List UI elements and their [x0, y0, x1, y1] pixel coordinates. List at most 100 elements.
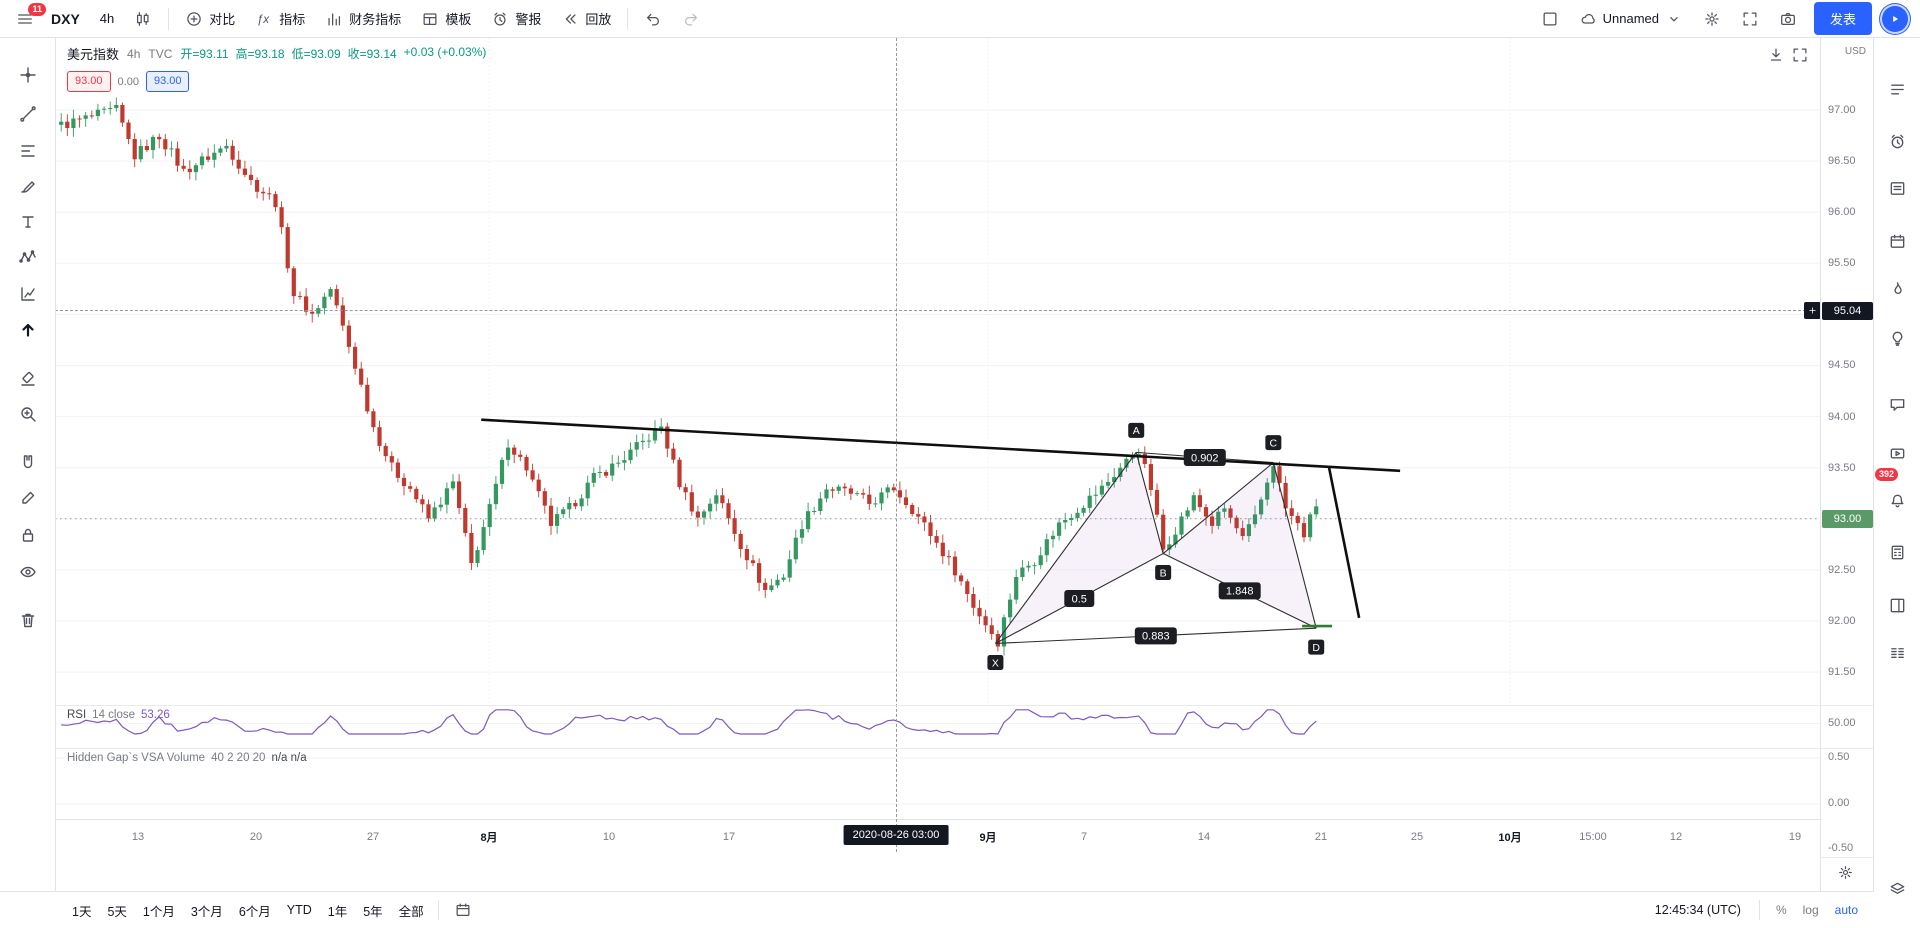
- pattern-point-label[interactable]: X: [987, 654, 1004, 670]
- axis-divider: [1821, 705, 1874, 706]
- chart-style-button[interactable]: [125, 5, 161, 33]
- xabcd-pattern-tool-button[interactable]: [11, 242, 45, 272]
- pattern-point-label[interactable]: D: [1308, 639, 1325, 655]
- zoom-in-tool-button[interactable]: [11, 399, 45, 429]
- text-tool-button[interactable]: [11, 207, 45, 237]
- rsi-params: 14 close: [92, 709, 136, 721]
- add-alert-plus-button[interactable]: [1804, 302, 1821, 319]
- fib-retracement-tool-button[interactable]: [11, 136, 45, 166]
- legend-exchange: TVC: [148, 46, 173, 61]
- range-button[interactable]: 5年: [355, 896, 390, 925]
- drawing-mode-button[interactable]: [11, 483, 45, 513]
- watchlist-panel-button[interactable]: [1880, 73, 1914, 105]
- indicators-button[interactable]: ƒx 指标: [246, 4, 314, 33]
- range-button[interactable]: 3个月: [183, 896, 231, 925]
- ohlc-open: 开=93.11: [180, 47, 229, 61]
- right-sidebar: 392: [1873, 38, 1920, 928]
- redo-button[interactable]: [673, 5, 709, 33]
- ideas-panel-button[interactable]: [1880, 322, 1914, 354]
- main-menu-button[interactable]: 11: [10, 2, 46, 34]
- fundamentals-button[interactable]: 财务指标: [316, 4, 410, 33]
- calendar-panel-button[interactable]: [1880, 225, 1914, 257]
- pattern-ratio-label[interactable]: 0.902: [1183, 448, 1226, 466]
- pattern-ratio-label[interactable]: 0.883: [1134, 627, 1177, 645]
- fullscreen-icon: [1741, 10, 1759, 28]
- chart-settings-button[interactable]: [1694, 5, 1730, 33]
- brush-tool-button[interactable]: [11, 171, 45, 201]
- layout-grid-icon: [1541, 10, 1559, 28]
- scroll-to-recent-icon[interactable]: [1767, 46, 1785, 64]
- price-pane-canvas[interactable]: 0.902 0.5 1.848 0.883 X A B C D: [55, 38, 1821, 705]
- axis-divider: [1821, 748, 1874, 749]
- publish-button[interactable]: 发表: [1813, 2, 1872, 35]
- pattern-ratio-label[interactable]: 0.5: [1064, 590, 1095, 608]
- calculator-panel-button[interactable]: [1880, 536, 1914, 568]
- buy-order-chip[interactable]: 93.00: [145, 71, 190, 92]
- sell-order-chip[interactable]: 93.00: [67, 71, 111, 92]
- time-axis-settings-icon[interactable]: [1837, 864, 1854, 881]
- hotlists-panel-button[interactable]: [1880, 273, 1914, 305]
- news-panel-button[interactable]: [1880, 172, 1914, 204]
- pattern-point-label[interactable]: B: [1155, 565, 1172, 581]
- range-button[interactable]: 6个月: [231, 896, 279, 925]
- auto-scale-button[interactable]: auto: [1829, 899, 1864, 921]
- range-button[interactable]: 1年: [320, 896, 355, 925]
- cloud-layout-button[interactable]: Unnamed: [1570, 5, 1692, 33]
- pattern-point-label[interactable]: A: [1128, 422, 1145, 438]
- replay-button[interactable]: 回放: [552, 4, 620, 33]
- legend-symbol-name[interactable]: 美元指数: [67, 47, 120, 62]
- lock-all-drawings-button[interactable]: [11, 520, 45, 550]
- broadcast-button[interactable]: [1880, 3, 1910, 34]
- time-axis-label: 10月: [1498, 832, 1522, 844]
- public-chats-panel-button[interactable]: [1880, 388, 1914, 420]
- templates-button[interactable]: 模板: [412, 4, 480, 33]
- pattern-point-label[interactable]: C: [1265, 435, 1282, 451]
- arrow-marker-tool-button[interactable]: [11, 314, 45, 344]
- forecast-tool-button[interactable]: [11, 279, 45, 309]
- alerts-button[interactable]: 警报: [482, 4, 550, 33]
- chart-area[interactable]: 0.902 0.5 1.848 0.883 X A B C D 美元指数 4h TVC 开=93…: [55, 38, 1821, 854]
- clock-label[interactable]: 12:45:34 (UTC): [1654, 903, 1741, 917]
- snapshot-button[interactable]: [1770, 5, 1806, 33]
- range-button[interactable]: 1个月: [135, 896, 183, 925]
- pattern-ratio-label[interactable]: 1.848: [1218, 582, 1261, 600]
- maximize-pane-icon[interactable]: [1791, 46, 1809, 64]
- alerts-panel-button[interactable]: [1880, 125, 1914, 157]
- rsi-pane-canvas[interactable]: [55, 705, 1821, 748]
- rsi-value: 53.26: [141, 709, 170, 721]
- range-button[interactable]: 5天: [99, 896, 134, 925]
- hide-all-drawings-button[interactable]: [11, 557, 45, 587]
- vsa-legend[interactable]: Hidden Gap`s VSA Volume 40 2 20 20 n/a n…: [67, 752, 307, 764]
- streams-panel-button[interactable]: [1880, 437, 1914, 469]
- price-axis[interactable]: USD 93.00 95.04 97.0096.5096.0095.5095.0…: [1820, 38, 1874, 891]
- dom-panel-panel-button[interactable]: [1880, 637, 1914, 669]
- range-button[interactable]: 全部: [391, 896, 432, 925]
- eraser-tool-button[interactable]: [11, 363, 45, 393]
- layout-select-button[interactable]: [1532, 5, 1568, 33]
- order-panel-panel-button[interactable]: [1880, 589, 1914, 621]
- chart-panes[interactable]: 0.902 0.5 1.848 0.883 X A B C D 美元指数 4h TVC 开=93…: [55, 38, 1821, 854]
- range-button[interactable]: YTD: [279, 898, 320, 922]
- compare-icon: [185, 10, 203, 28]
- undo-button[interactable]: [635, 5, 671, 33]
- range-button[interactable]: 1天: [64, 896, 99, 925]
- fullscreen-button[interactable]: [1732, 5, 1768, 33]
- replay-label: 回放: [585, 12, 612, 27]
- trend-line-tool-button[interactable]: [11, 99, 45, 129]
- pane-divider[interactable]: [55, 748, 1821, 749]
- time-axis[interactable]: 2020-08-26 03:00 13 20 27 8月 10 17 9月 7 14 21 25 10…: [55, 819, 1821, 854]
- rsi-legend[interactable]: RSI 14 close 53.26: [67, 709, 170, 721]
- crosshair-tool-button[interactable]: [11, 60, 45, 90]
- log-scale-button[interactable]: log: [1797, 899, 1825, 921]
- object-tree-button[interactable]: [1880, 873, 1914, 905]
- symbol-button[interactable]: DXY: [42, 6, 89, 32]
- magnet-mode-button[interactable]: [11, 448, 45, 478]
- go-to-date-button[interactable]: [445, 896, 481, 924]
- compare-button[interactable]: 对比: [176, 4, 244, 33]
- notifications-panel-button[interactable]: [1880, 485, 1914, 517]
- fx-icon: ƒx: [255, 10, 273, 28]
- interval-button[interactable]: 4h: [91, 6, 123, 31]
- remove-all-drawings-button[interactable]: [11, 605, 45, 635]
- percent-scale-button[interactable]: %: [1770, 899, 1793, 921]
- pane-divider[interactable]: [55, 705, 1821, 706]
